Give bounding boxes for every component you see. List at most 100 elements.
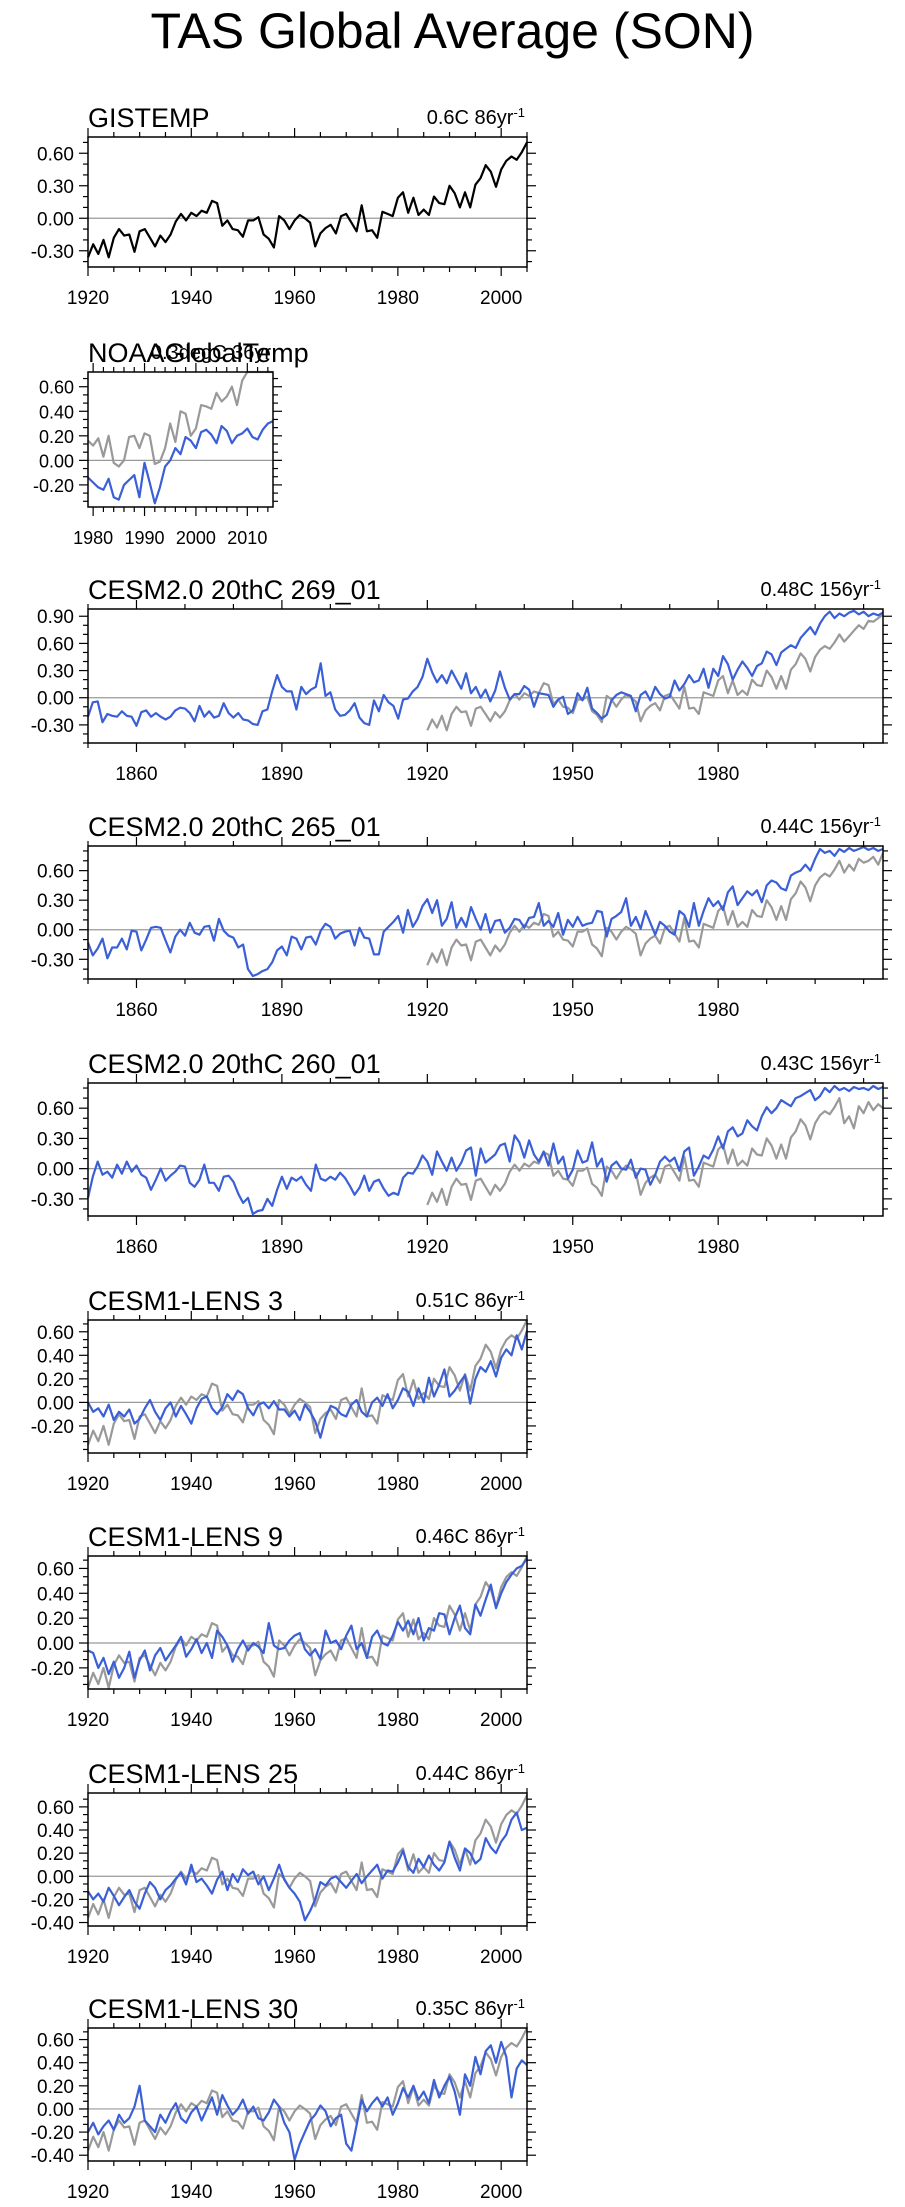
chart-title: CESM2.0 20thC 265_01 (88, 812, 381, 842)
x-tick-label: 1950 (552, 764, 594, 785)
plot-frame (87, 845, 884, 980)
series-line-model (87, 420, 274, 505)
y-tick-label: 0.40 (37, 2054, 74, 2075)
y-tick-label: 0.30 (37, 177, 74, 198)
y-tick-label: -0.30 (31, 716, 74, 737)
x-tick-label: 1960 (273, 288, 315, 309)
chart-trend-exponent: -1 (869, 577, 881, 592)
x-tick-label: 1980 (697, 1237, 739, 1258)
x-tick-label: 1980 (377, 1474, 419, 1495)
y-tick-label: -0.40 (31, 1914, 74, 1935)
chart-trend-label: 0.44C 86yr-1 (416, 1761, 525, 1786)
series-line-observed (426, 613, 884, 732)
x-tick-label: 1980 (697, 1000, 739, 1021)
y-tick-label: 0.40 (37, 1346, 74, 1367)
chart-trend-exponent: -1 (869, 814, 881, 829)
x-tick-label: 1940 (170, 1710, 212, 1731)
chart-panel-3: CESM2.0 20thC 269_01 0.48C 156yr-1 1860 189… (31, 575, 892, 785)
series-line-model (87, 1557, 528, 1679)
x-tick-label: 1920 (406, 1000, 448, 1021)
chart-trend-label: 0.43C 156yr-1 (760, 1051, 881, 1076)
x-tick-label: 1890 (261, 1237, 303, 1258)
y-tick-label: 0.60 (37, 1099, 74, 1120)
chart-panel-7: CESM1-LENS 9 0.46C 86yr-1 1920 1940 1960 1980… (31, 1522, 536, 1731)
x-tick-label: 1890 (261, 764, 303, 785)
x-tick-label: 1920 (406, 1237, 448, 1258)
series-line-observed (87, 370, 273, 468)
chart-trend-exponent: -1 (513, 1524, 525, 1539)
chart-title: NOAAGlobalTemp (88, 338, 309, 368)
x-tick-label: 1920 (67, 2182, 109, 2203)
x-tick-label: 2000 (480, 288, 522, 309)
y-tick-label: -0.20 (33, 476, 74, 496)
chart-panel-5: CESM2.0 20thC 260_01 0.43C 156yr-1 1860 189… (31, 1049, 892, 1258)
chart-title: CESM1-LENS 25 (88, 1759, 298, 1789)
y-tick-label: 0.30 (37, 1129, 74, 1150)
series-line-model (87, 1811, 528, 1922)
y-tick-label: 0.20 (37, 1609, 74, 1630)
chart-trend-label: 0.48C 156yr-1 (760, 577, 881, 602)
y-tick-label: 0.20 (37, 1370, 74, 1391)
plot-frame (87, 136, 528, 268)
series-line-model (87, 2040, 528, 2161)
chart-title: CESM2.0 20thC 260_01 (88, 1049, 381, 1079)
chart-title: CESM1-LENS 30 (88, 1994, 298, 2024)
x-tick-label: 1920 (67, 1947, 109, 1968)
series-line-observed (86, 2027, 528, 2152)
page-title: TAS Global Average (SON) (150, 3, 755, 59)
y-tick-label: 0.20 (37, 1844, 74, 1865)
y-tick-label: 0.60 (37, 634, 74, 655)
x-tick-label: 1940 (170, 288, 212, 309)
series-line-reference (86, 141, 528, 259)
plot-frame (87, 608, 884, 744)
y-tick-label: -0.40 (31, 2146, 74, 2167)
x-tick-label: 2010 (227, 528, 267, 548)
series-line-model (87, 1330, 529, 1439)
chart-title: CESM1-LENS 9 (88, 1522, 283, 1552)
y-tick-label: -0.20 (31, 1890, 74, 1911)
y-tick-label: -0.30 (31, 242, 74, 263)
x-tick-label: 1860 (115, 1237, 157, 1258)
x-tick-label: 1960 (273, 1947, 315, 1968)
x-tick-label: 1980 (697, 764, 739, 785)
chart-trend-label: 0.35C 86yr-1 (416, 1996, 525, 2021)
x-tick-label: 1950 (552, 1000, 594, 1021)
series-line-observed (86, 1319, 528, 1446)
y-tick-label: 0.40 (37, 1584, 74, 1605)
y-tick-label: 0.60 (37, 862, 74, 883)
chart-trend-exponent: -1 (513, 105, 525, 120)
x-tick-label: 1960 (273, 1710, 315, 1731)
x-tick-label: 1960 (273, 2182, 315, 2203)
x-tick-label: 2000 (480, 1710, 522, 1731)
y-tick-label: 0.20 (37, 2077, 74, 2098)
y-tick-label: 0.60 (37, 1559, 74, 1580)
chart-trend-label: 0.51C 86yr-1 (416, 1288, 525, 1313)
x-tick-label: 1860 (115, 764, 157, 785)
chart-title: CESM1-LENS 3 (88, 1286, 283, 1316)
y-tick-label: 0.30 (37, 891, 74, 912)
y-tick-label: 0.30 (37, 662, 74, 683)
x-tick-label: 1980 (377, 1710, 419, 1731)
plot-frame (87, 1792, 528, 1927)
x-tick-label: 1860 (115, 1000, 157, 1021)
y-tick-label: 0.20 (39, 427, 74, 447)
y-tick-label: 0.60 (39, 378, 74, 398)
y-tick-label: 0.00 (37, 1160, 74, 1181)
series-line-model (86, 845, 884, 978)
x-tick-label: 1920 (406, 764, 448, 785)
chart-trend-label: 0.3degC 36yr (151, 342, 271, 364)
chart-trend-exponent: -1 (513, 1288, 525, 1303)
y-tick-label: 0.00 (37, 209, 74, 230)
chart-panel-6: CESM1-LENS 3 0.51C 86yr-1 1920 1940 1960 1980… (31, 1286, 536, 1495)
chart-panel-1: GISTEMP 0.6C 86yr-1 1920 1940 1960 1980 2000 -0… (31, 103, 536, 309)
x-tick-label: 2000 (480, 1947, 522, 1968)
x-tick-label: 1890 (261, 1000, 303, 1021)
x-tick-label: 1960 (273, 1474, 315, 1495)
plot-frame (87, 1082, 884, 1217)
x-tick-label: 1950 (552, 1237, 594, 1258)
y-tick-label: -0.20 (31, 2123, 74, 2144)
y-tick-label: 0.60 (37, 2031, 74, 2052)
x-tick-label: 1940 (170, 1474, 212, 1495)
